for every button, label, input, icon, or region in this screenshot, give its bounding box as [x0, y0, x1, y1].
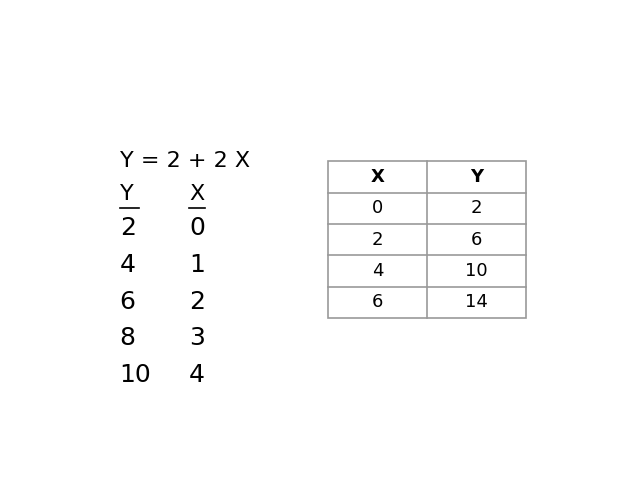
Text: 0: 0: [372, 199, 383, 217]
Text: X: X: [189, 184, 204, 204]
Text: 14: 14: [465, 293, 488, 312]
Text: Y = 2 + 2 X: Y = 2 + 2 X: [120, 151, 250, 171]
Text: 8: 8: [120, 326, 136, 350]
Text: X: X: [371, 168, 385, 186]
Text: 2: 2: [471, 199, 483, 217]
Text: 4: 4: [372, 262, 383, 280]
Text: 4: 4: [189, 363, 205, 387]
Text: 0: 0: [189, 216, 205, 240]
Text: Y: Y: [120, 184, 133, 204]
Bar: [328, 161, 526, 318]
Text: 2: 2: [189, 289, 205, 313]
Text: 6: 6: [372, 293, 383, 312]
Text: 1: 1: [189, 252, 205, 276]
Text: 6: 6: [471, 230, 483, 249]
Text: 4: 4: [120, 252, 136, 276]
Text: 2: 2: [120, 216, 136, 240]
Text: 10: 10: [465, 262, 488, 280]
Text: 6: 6: [120, 289, 136, 313]
Text: 2: 2: [372, 230, 383, 249]
Text: 3: 3: [189, 326, 205, 350]
Text: 10: 10: [120, 363, 152, 387]
Text: Y: Y: [470, 168, 483, 186]
